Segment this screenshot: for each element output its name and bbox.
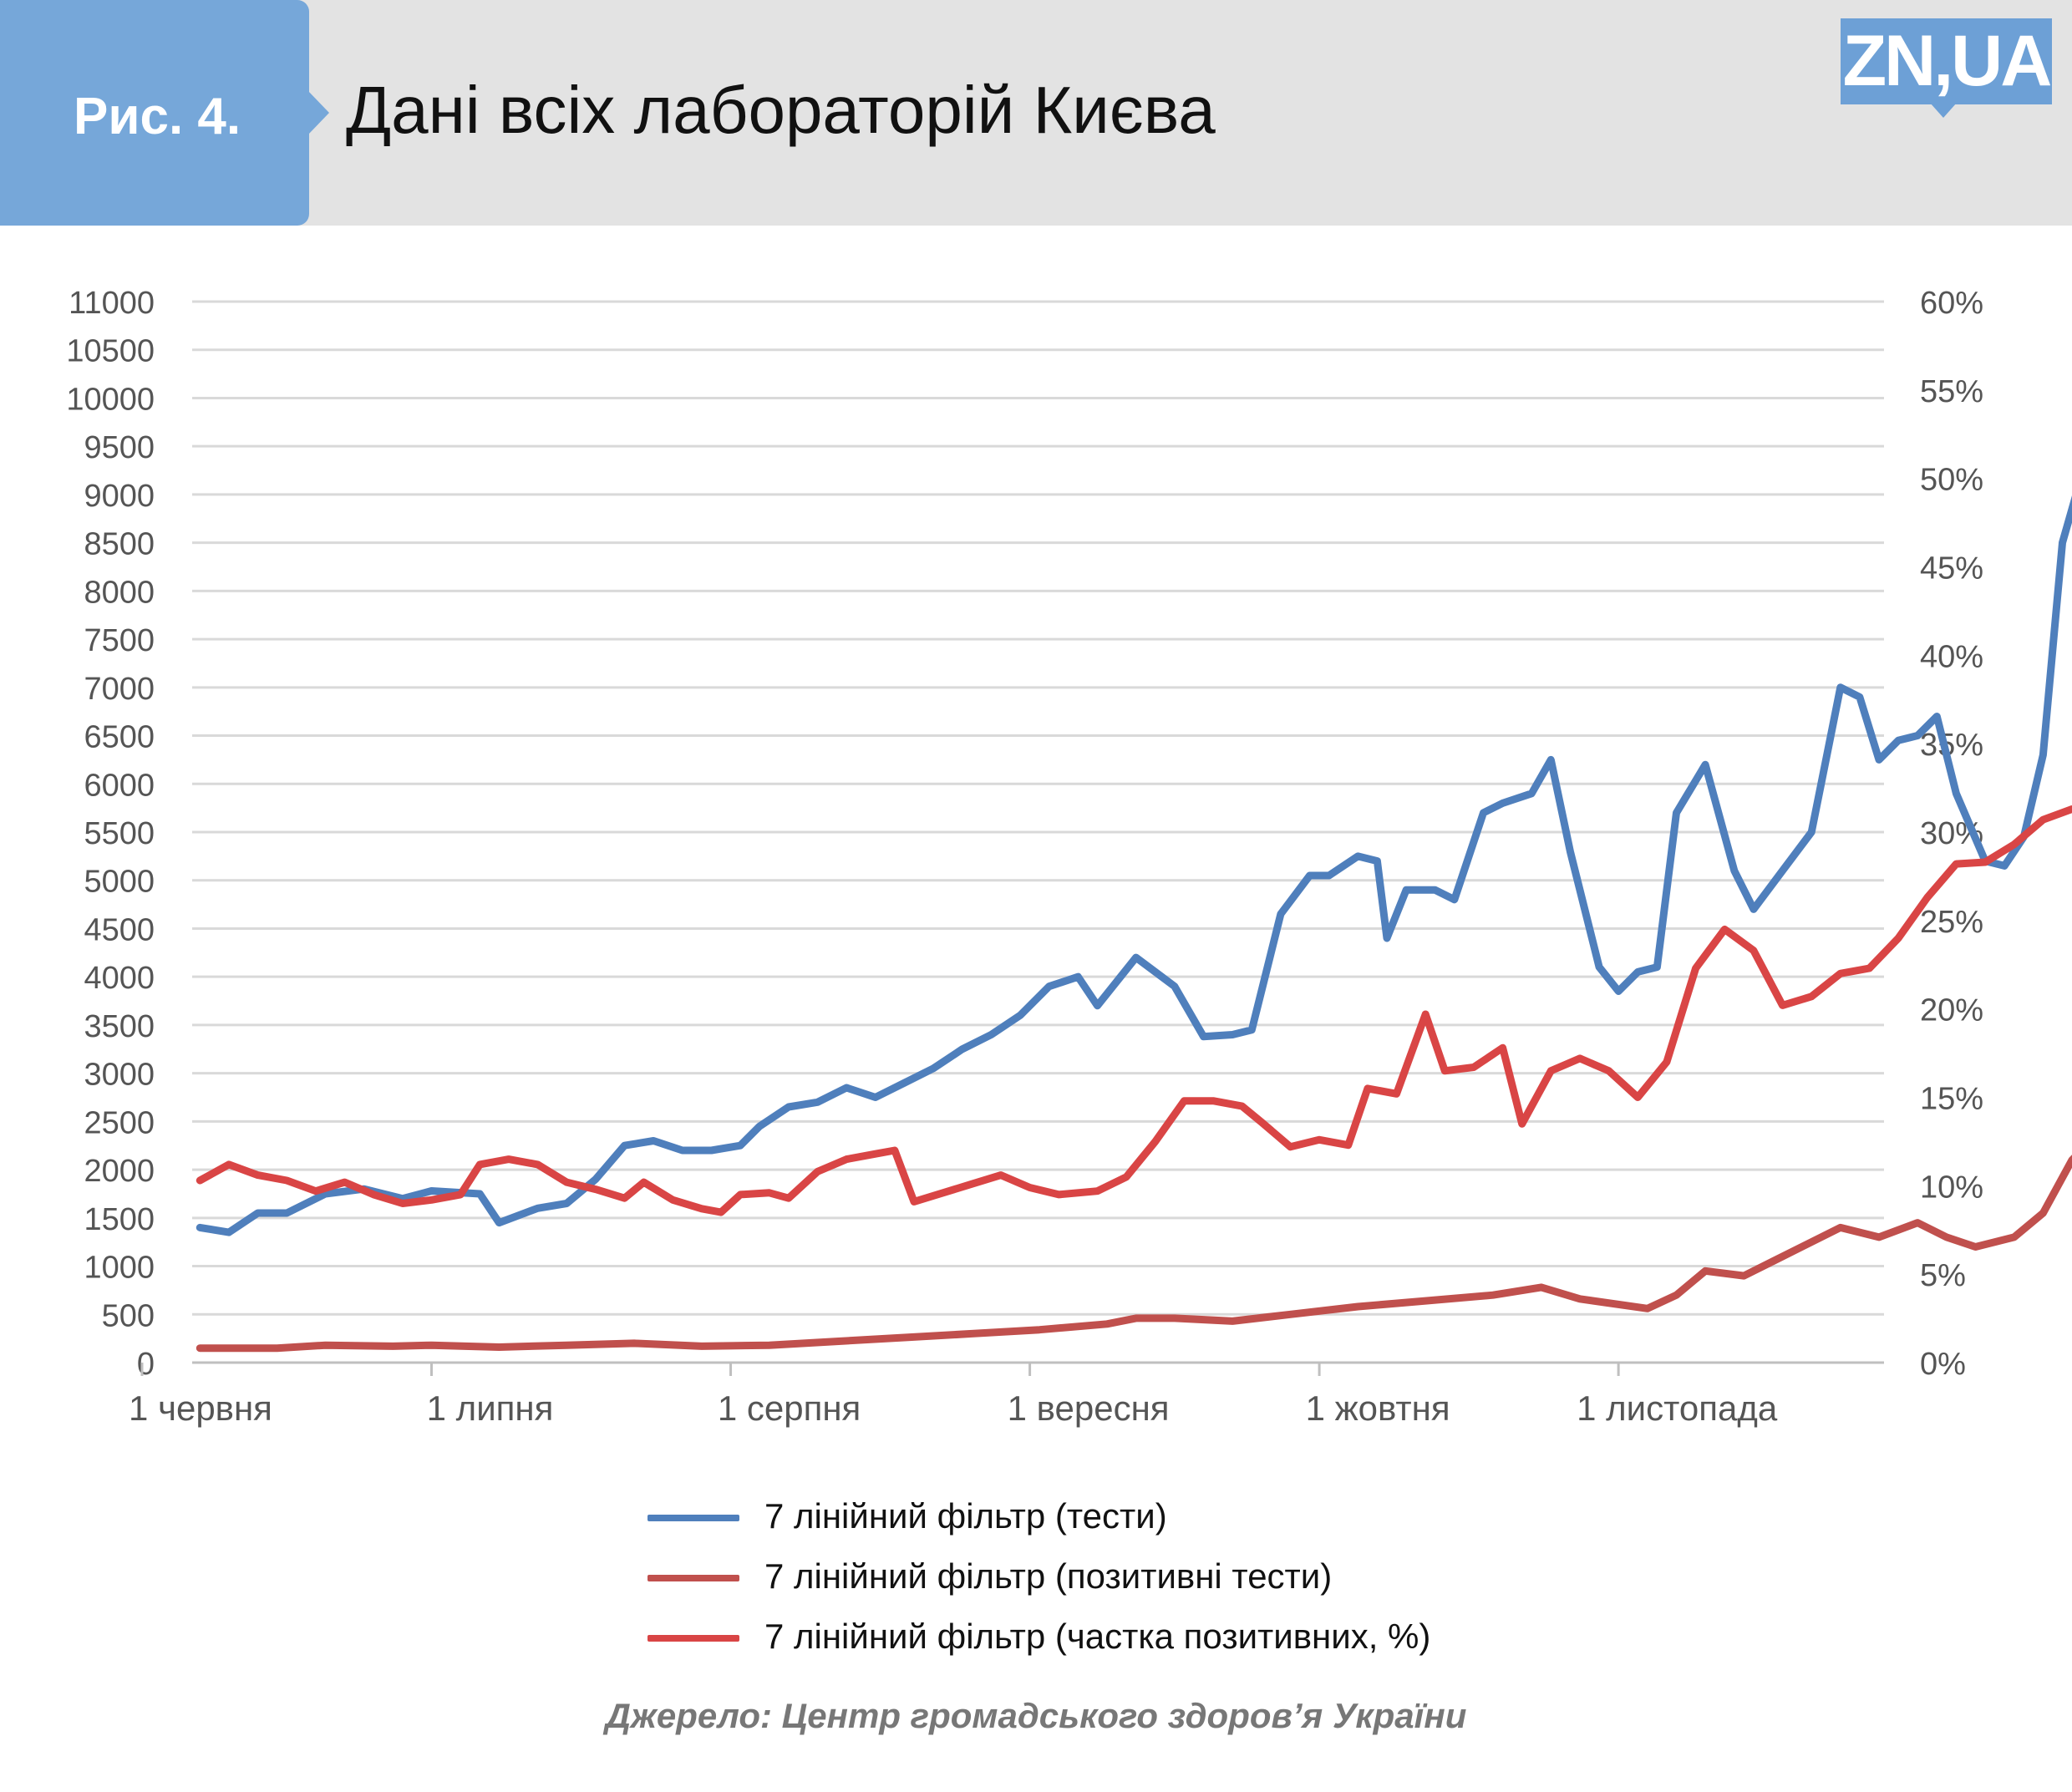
header-band [0,0,2072,226]
y-left-tick-label: 1000 [84,1251,155,1286]
y-left-tick-label: 4000 [84,961,155,996]
page-title: Дані всіх лабораторій Києва [346,73,1216,147]
y-left-tick-label: 0 [137,1347,155,1382]
y-right-tick-label: 10% [1920,1170,1983,1205]
y-left-tick-label: 2500 [84,1105,155,1140]
x-tick-label: 1 червня [129,1388,272,1428]
logo-text: ZN,UA [1842,21,2053,101]
figure-label: Рис. 4. [74,88,241,145]
legend-label-positives: 7 лінійний фільтр (позитивні тести) [764,1556,1333,1596]
line-chart: 0 500 1000 1500 2000 2500 3000 3500 4000 4500 5000… [66,286,2072,1428]
y-left-tick-label: 9000 [84,479,155,514]
y-right-tick-label: 20% [1920,993,1983,1028]
y-right-tick-label: 55% [1920,374,1983,409]
y-left-tick-label: 3000 [84,1058,155,1093]
y-left-tick-label: 10500 [66,334,155,369]
y-left-tick-label: 8000 [84,575,155,610]
y-right-tick-label: 0% [1920,1347,1966,1382]
legend-swatch-positives [648,1575,739,1581]
y-left-tick-label: 6500 [84,720,155,755]
y-right-tick-label: 40% [1920,639,1983,674]
y-right-tick-label: 5% [1920,1258,1966,1293]
y-right-tick-label: 50% [1920,463,1983,498]
y-left-tick-label: 2000 [84,1154,155,1189]
y-left-tick-label: 7000 [84,672,155,707]
positives-series-line [196,1155,2072,1353]
legend-swatch-tests [648,1515,739,1521]
legend-swatch-share [648,1635,739,1642]
figure-label-box [0,0,309,226]
legend-label-share: 7 лінійний фільтр (частка позитивних, %) [764,1617,1431,1656]
share-series-line [196,805,2072,1216]
y-left-tick-label: 8500 [84,527,155,562]
y-left-tick-label: 10000 [66,382,155,417]
source-note: Джерело: Центр громадського здоров’я Укр… [605,1696,1467,1735]
y-left-tick-label: 9500 [84,430,155,465]
y-left-tick-label: 500 [102,1298,155,1333]
y-left-tick-label: 4500 [84,912,155,947]
y-left-tick-label: 1500 [84,1202,155,1237]
figure-label-arrow [307,90,329,135]
logo [1841,18,2052,104]
x-tick-label: 1 серпня [718,1388,861,1428]
y-right-tick-label: 25% [1920,905,1983,940]
x-tick-label: 1 листопада [1577,1388,1778,1428]
tests-series-line [196,495,2072,1236]
y-left-tick-label: 5500 [84,816,155,851]
y-right-tick-label: 15% [1920,1082,1983,1117]
x-tick-label: 1 вересня [1008,1388,1170,1428]
y-right-tick-label: 45% [1920,551,1983,586]
y-left-tick-label: 6000 [84,768,155,803]
y-left-tick-label: 3500 [84,1009,155,1044]
legend-label-tests: 7 лінійний фільтр (тести) [764,1496,1167,1536]
x-tick-label: 1 жовтня [1306,1388,1450,1428]
y-right-tick-label: 35% [1920,728,1983,763]
y-left-tick-label: 5000 [84,865,155,900]
y-left-tick-label: 7500 [84,623,155,658]
y-left-tick-label: 11000 [69,286,155,321]
x-tick-label: 1 липня [427,1388,554,1428]
y-right-tick-label: 60% [1920,286,1983,321]
logo-tail [1930,103,1957,118]
